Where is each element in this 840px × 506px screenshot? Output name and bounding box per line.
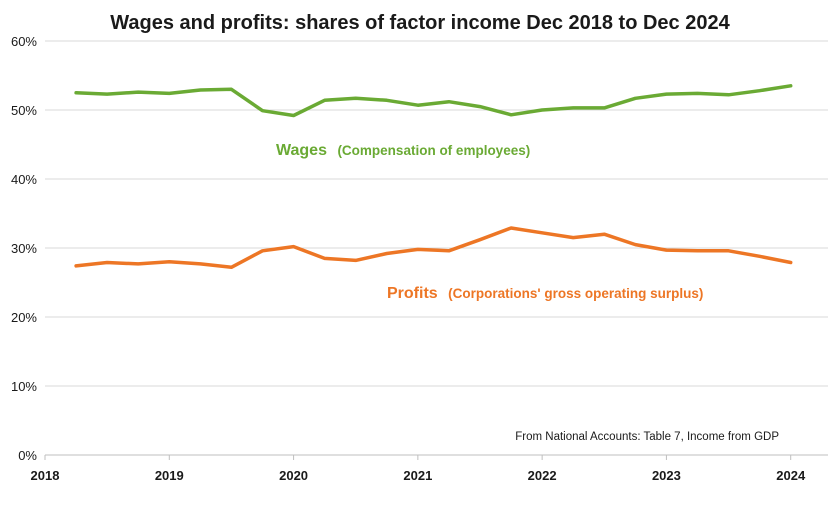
profits-label-sub: (Corporations' gross operating surplus) xyxy=(448,286,703,301)
y-tick-label: 0% xyxy=(18,448,37,463)
series-lines xyxy=(74,84,793,270)
x-tick-label: 2018 xyxy=(31,468,60,483)
series-labels: Wages (Compensation of employees) Profit… xyxy=(276,142,703,302)
profits-label-main: Profits xyxy=(387,285,438,302)
chart-title: Wages and profits: shares of factor inco… xyxy=(110,12,730,34)
x-axis: 2018 2019 2020 2021 2022 2023 2024 xyxy=(31,454,828,483)
y-tick-label: 20% xyxy=(11,310,37,325)
x-tick-label: 2023 xyxy=(652,468,681,483)
y-tick-label: 40% xyxy=(11,172,37,187)
wages-label-sub: (Compensation of employees) xyxy=(337,143,530,158)
wages-series-label: Wages (Compensation of employees) xyxy=(276,142,530,159)
x-tick-label: 2022 xyxy=(528,468,557,483)
wages-label-main: Wages xyxy=(276,142,327,159)
source-annotation: From National Accounts: Table 7, Income … xyxy=(515,431,779,443)
x-tick-label: 2019 xyxy=(155,468,184,483)
wages-series-line xyxy=(74,84,793,118)
y-tick-label: 10% xyxy=(11,379,37,394)
profits-series-line xyxy=(74,226,793,270)
x-tick-label: 2021 xyxy=(403,468,432,483)
x-tick-label: 2024 xyxy=(776,468,806,483)
profits-series-label: Profits (Corporations' gross operating s… xyxy=(387,285,703,302)
y-tick-label: 50% xyxy=(11,103,37,118)
y-tick-label: 30% xyxy=(11,241,37,256)
x-tick-label: 2020 xyxy=(279,468,308,483)
y-tick-label: 60% xyxy=(11,34,37,49)
gridlines xyxy=(45,40,828,387)
y-axis: 0% 10% 20% 30% 40% 50% 60% xyxy=(11,34,37,463)
